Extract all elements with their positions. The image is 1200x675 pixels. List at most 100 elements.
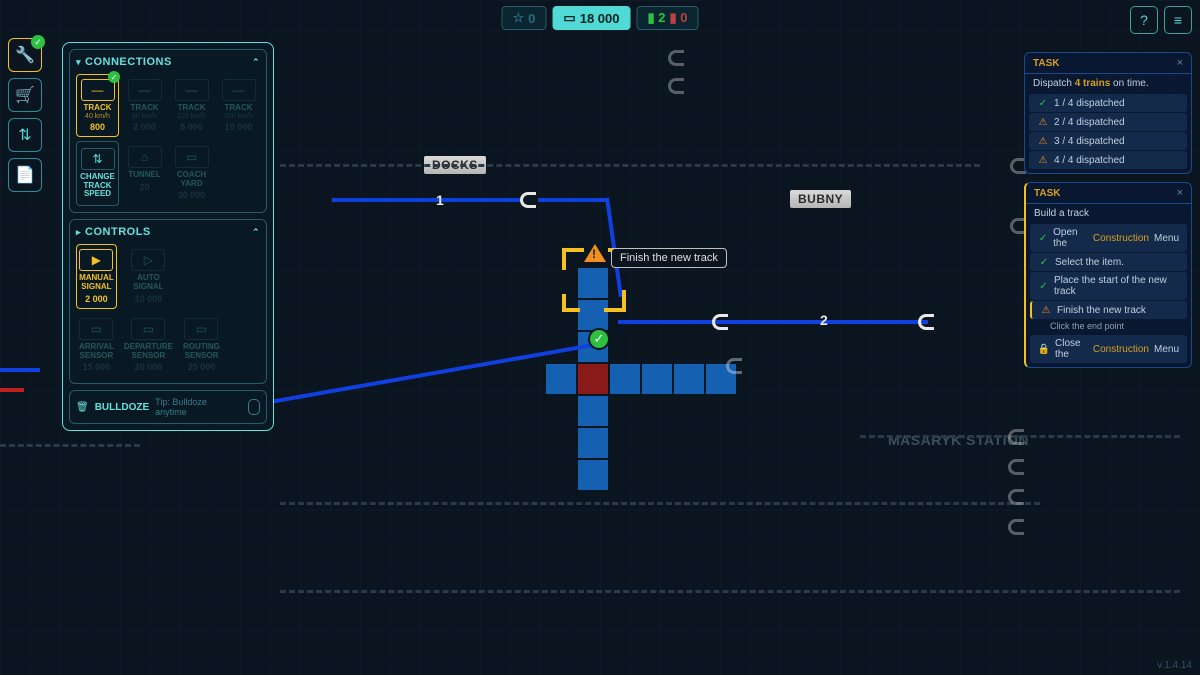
money-value: 18 000 xyxy=(580,11,620,26)
track-segment[interactable] xyxy=(332,198,522,202)
tool-routes[interactable]: ⇅ xyxy=(8,118,42,152)
station-bubny[interactable]: Bubny xyxy=(790,190,851,208)
check-icon: ✓ xyxy=(1037,97,1049,109)
track-node-icon[interactable] xyxy=(726,358,742,374)
tool-list[interactable]: 📄 xyxy=(8,158,42,192)
track-segment[interactable] xyxy=(538,198,608,202)
construction-panel: ▾ Connections ⌃ ✓ — Track 40 km/h 800 — … xyxy=(62,42,274,431)
check-icon: ✓ xyxy=(588,328,610,350)
warning-icon: ⚠ xyxy=(1037,116,1049,128)
tile-tunnel[interactable]: ⌂ Tunnel 20 xyxy=(123,141,166,206)
version-label: v.1.4.14 xyxy=(1157,660,1192,671)
bulldoze-button[interactable]: 🗑 Bulldoze Tip: Bulldoze anytime xyxy=(69,390,267,424)
ghost-track xyxy=(280,502,1040,505)
cart-icon: 🛒 xyxy=(15,85,35,105)
tool-construction[interactable]: 🔧 ✓ xyxy=(8,38,42,72)
track-segment[interactable] xyxy=(0,368,40,372)
track-icon: — xyxy=(175,79,209,101)
resource-bar: ☆ 0 ▭ 18 000 ▮ 2 ▮ 0 xyxy=(502,6,699,30)
close-icon[interactable]: × xyxy=(1177,57,1183,69)
map-block[interactable] xyxy=(642,364,672,394)
list-icon: 📄 xyxy=(15,165,35,185)
resource-stars[interactable]: ☆ 0 xyxy=(502,6,547,30)
collapse-icon[interactable]: ⌃ xyxy=(252,57,260,68)
task-row: ⚠Finish the new track xyxy=(1030,301,1187,319)
ghost-track xyxy=(280,164,980,167)
track-node-icon[interactable] xyxy=(520,192,536,208)
tile-manual-signal[interactable]: ▶ Manual Signal 2 000 xyxy=(76,244,117,309)
tile-routing-sensor[interactable]: ▭ Routing Sensor 25 000 xyxy=(180,313,223,378)
close-icon[interactable]: × xyxy=(1177,187,1183,199)
task-row: ✓Place the start of the new track xyxy=(1030,272,1187,300)
task-row: 🔒Close the Construction Menu xyxy=(1030,335,1187,363)
map-block[interactable] xyxy=(578,428,608,458)
track-icon: — xyxy=(222,79,256,101)
warning-icon: ⚠ xyxy=(1037,154,1049,166)
track-node-icon[interactable] xyxy=(918,314,934,330)
collapse-icon[interactable]: ⌃ xyxy=(252,227,260,238)
routes-icon: ⇅ xyxy=(18,125,31,145)
track-segment[interactable] xyxy=(618,320,928,324)
track-node-icon xyxy=(668,78,684,94)
trash-icon: 🗑 xyxy=(76,402,89,413)
check-icon: ✓ xyxy=(1038,280,1049,292)
map-block[interactable] xyxy=(578,364,608,394)
stars-value: 0 xyxy=(528,11,535,26)
map-block[interactable] xyxy=(610,364,640,394)
ghost-track xyxy=(280,590,1180,593)
warning-icon: ⚠ xyxy=(1037,135,1049,147)
bulldoze-tip: Tip: Bulldoze anytime xyxy=(155,397,238,417)
task-description: Dispatch 4 trains on time. xyxy=(1025,74,1191,93)
task-panel-build: Task × Build a track ✓Open the Construct… xyxy=(1024,182,1192,368)
task-row: ✓Open the Construction Menu xyxy=(1030,224,1187,252)
map-block[interactable] xyxy=(578,460,608,490)
tile-coach-yard[interactable]: ▭ Coach Yard 30 000 xyxy=(170,141,213,206)
tile-track-80[interactable]: — Track 80 km/h 2 000 xyxy=(123,74,166,137)
badge-check-icon: ✓ xyxy=(108,71,120,83)
tile-auto-signal[interactable]: ▷ Auto Signal 10 000 xyxy=(121,244,176,309)
track-node-icon xyxy=(1008,429,1024,445)
speed-icon: ⇅ xyxy=(81,148,115,170)
map-block[interactable] xyxy=(674,364,704,394)
track-segment-red[interactable] xyxy=(0,388,24,392)
map-block[interactable] xyxy=(546,364,576,394)
ghost-track xyxy=(0,444,140,447)
track-number: 1 xyxy=(436,192,444,208)
section-header[interactable]: ▸ Controls ⌃ xyxy=(76,226,260,238)
warning-icon xyxy=(584,244,606,262)
task-row: ✓1 / 4 dispatched xyxy=(1029,94,1187,112)
check-icon: ✓ xyxy=(1038,232,1048,244)
warning-icon: ⚠ xyxy=(1040,304,1052,316)
check-icon: ✓ xyxy=(1038,256,1050,268)
tool-shop[interactable]: 🛒 xyxy=(8,78,42,112)
resource-trains[interactable]: ▮ 2 ▮ 0 xyxy=(636,6,698,30)
task-title: Task xyxy=(1033,58,1059,69)
tunnel-icon: ⌂ xyxy=(128,146,162,168)
tile-track-300[interactable]: — Track 300 km/h 10 000 xyxy=(217,74,260,137)
sensor-icon: ▭ xyxy=(131,318,165,340)
tile-departure-sensor[interactable]: ▭ Departure Sensor 20 000 xyxy=(121,313,176,378)
tile-track-120[interactable]: — Track 120 km/h 5 000 xyxy=(170,74,213,137)
task-row: ⚠2 / 4 dispatched xyxy=(1029,113,1187,131)
resource-money[interactable]: ▭ 18 000 xyxy=(552,6,630,30)
track-node-icon[interactable] xyxy=(712,314,728,330)
section-title: Controls xyxy=(85,226,151,238)
signal-icon: ▶ xyxy=(79,249,113,271)
map-block[interactable] xyxy=(578,396,608,426)
section-header[interactable]: ▾ Connections ⌃ xyxy=(76,56,260,68)
tile-track-40[interactable]: ✓ — Track 40 km/h 800 xyxy=(76,74,119,137)
top-right-buttons: ? ≡ xyxy=(1130,6,1192,34)
tile-change-speed[interactable]: ⇅ Change track speed xyxy=(76,141,119,206)
task-title: Task xyxy=(1034,188,1060,199)
lock-icon: 🔒 xyxy=(1038,343,1050,355)
track-number: 2 xyxy=(820,312,828,328)
menu-button[interactable]: ≡ xyxy=(1164,6,1192,34)
chevron-right-icon: ▸ xyxy=(76,227,81,238)
bulldoze-label: Bulldoze xyxy=(95,402,149,413)
track-icon: — xyxy=(81,79,115,101)
help-button[interactable]: ? xyxy=(1130,6,1158,34)
task-row: ✓Select the item. xyxy=(1030,253,1187,271)
chevron-down-icon: ▾ xyxy=(76,57,81,68)
tile-arrival-sensor[interactable]: ▭ Arrival Sensor 15 000 xyxy=(76,313,117,378)
track-node-icon xyxy=(1008,489,1024,505)
